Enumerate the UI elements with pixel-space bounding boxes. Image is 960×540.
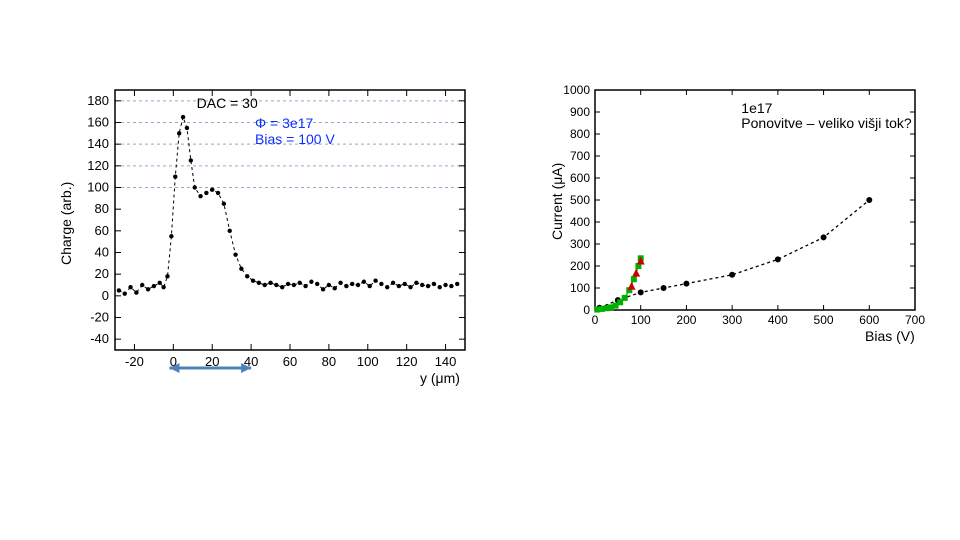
svg-text:120: 120	[396, 354, 418, 369]
svg-text:400: 400	[768, 313, 788, 327]
svg-text:0: 0	[592, 313, 599, 327]
annotation-note: Ponovitve – veliko višji tok?	[741, 115, 911, 131]
svg-text:300: 300	[722, 313, 742, 327]
right-xlabel: Bias (V)	[865, 328, 915, 344]
left-xlabel: y (μm)	[420, 370, 460, 386]
svg-text:20: 20	[95, 266, 109, 281]
svg-text:400: 400	[570, 215, 590, 229]
svg-text:100: 100	[570, 281, 590, 295]
svg-text:-20: -20	[125, 354, 144, 369]
annotation-phi: Φ = 3e17	[255, 115, 313, 131]
svg-text:40: 40	[95, 245, 109, 260]
annotation-bias: Bias = 100 V	[255, 131, 335, 147]
right-chart: Current (μA) 0 100 200 300 400 500 600 700 0 100 2…	[535, 80, 935, 350]
svg-text:120: 120	[87, 158, 109, 173]
svg-text:700: 700	[905, 313, 925, 327]
left-ylabel: Charge (arb.)	[58, 182, 74, 265]
svg-text:80: 80	[95, 201, 109, 216]
annotation-dac: DAC = 30	[197, 95, 258, 111]
svg-text:200: 200	[676, 313, 696, 327]
svg-text:800: 800	[570, 127, 590, 141]
svg-text:100: 100	[87, 180, 109, 195]
svg-text:100: 100	[631, 313, 651, 327]
svg-text:80: 80	[322, 354, 336, 369]
svg-text:0: 0	[102, 288, 109, 303]
svg-text:600: 600	[570, 171, 590, 185]
svg-text:300: 300	[570, 237, 590, 251]
svg-text:900: 900	[570, 105, 590, 119]
svg-text:140: 140	[435, 354, 457, 369]
svg-text:-20: -20	[90, 310, 109, 325]
svg-text:0: 0	[583, 303, 590, 317]
svg-text:60: 60	[283, 354, 297, 369]
svg-text:100: 100	[357, 354, 379, 369]
right-ylabel: Current (μA)	[549, 163, 565, 240]
svg-text:500: 500	[570, 193, 590, 207]
svg-text:1000: 1000	[563, 83, 590, 97]
svg-text:180: 180	[87, 93, 109, 108]
svg-text:500: 500	[814, 313, 834, 327]
page: Charge (arb.) -20 0 20 40 60 80 100 120 140 -40 -2…	[0, 0, 960, 540]
svg-text:160: 160	[87, 115, 109, 130]
svg-text:60: 60	[95, 223, 109, 238]
svg-text:140: 140	[87, 136, 109, 151]
svg-text:-40: -40	[90, 331, 109, 346]
left-chart: Charge (arb.) -20 0 20 40 60 80 100 120 140 -40 -2…	[40, 80, 490, 380]
svg-text:600: 600	[859, 313, 879, 327]
annotation-fluence: 1e17	[741, 100, 772, 116]
svg-text:700: 700	[570, 149, 590, 163]
svg-text:200: 200	[570, 259, 590, 273]
